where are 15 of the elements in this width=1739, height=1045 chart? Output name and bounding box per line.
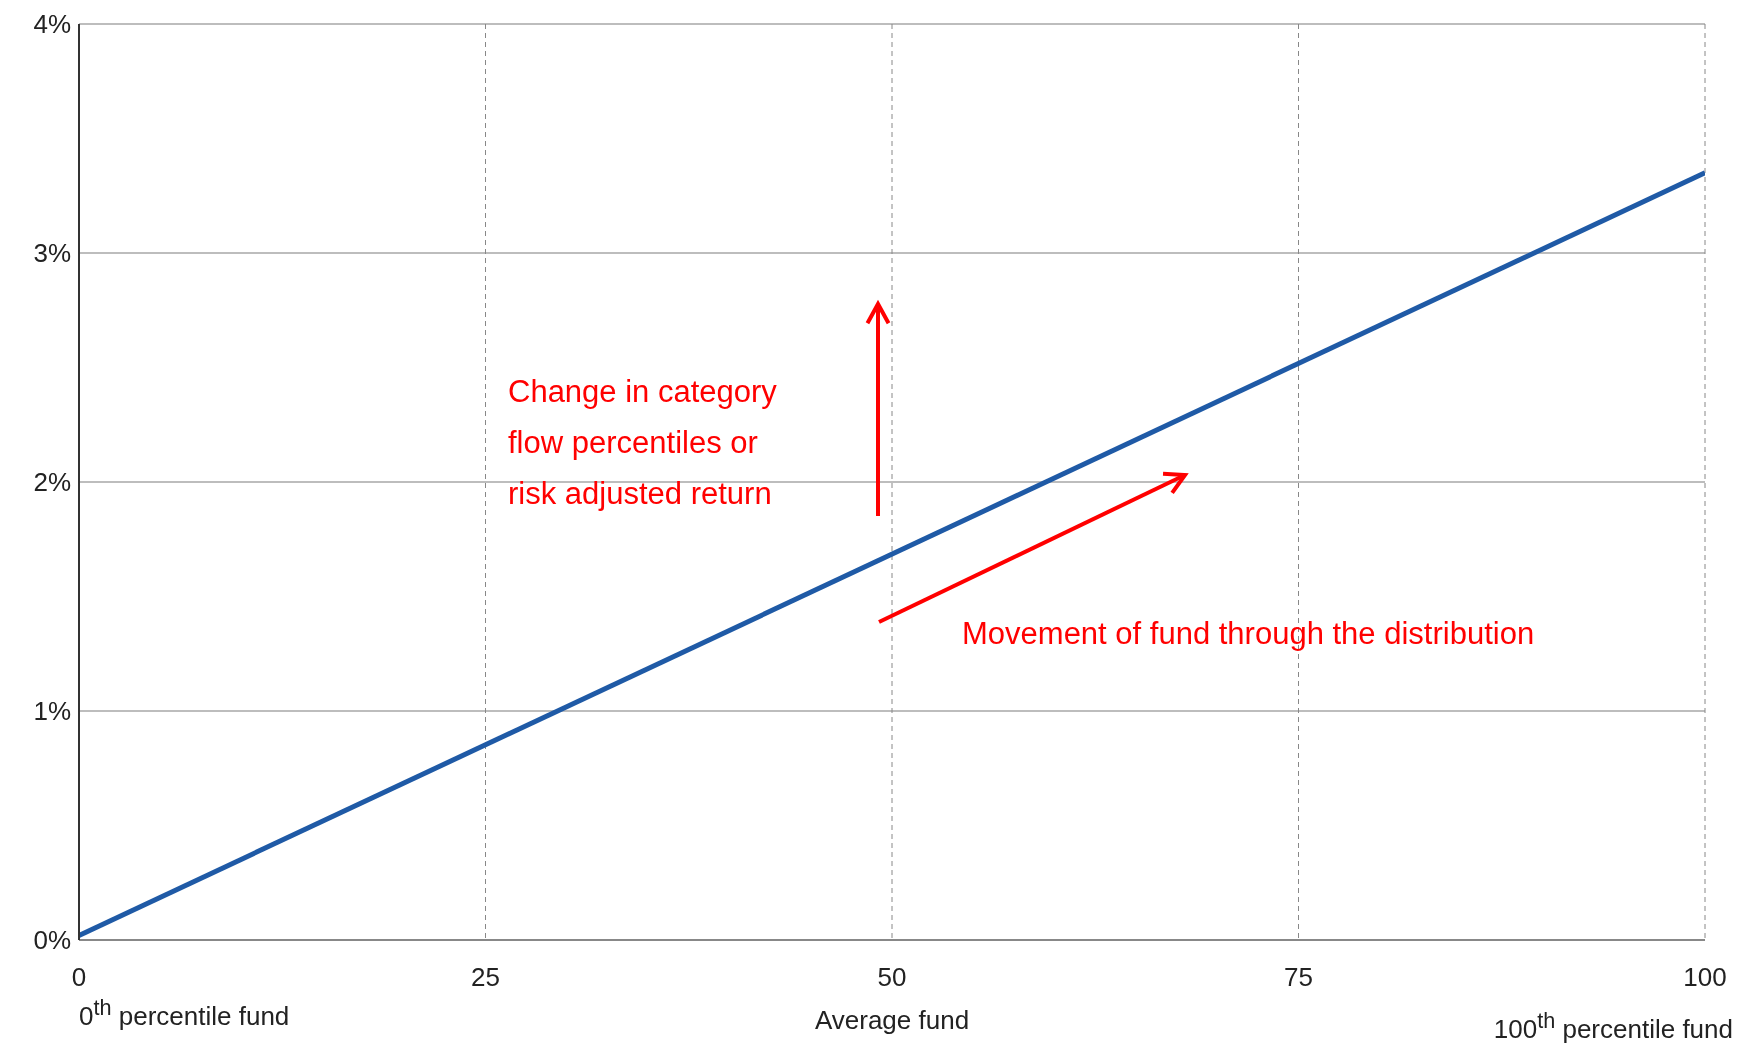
annotation: Movement of fund through the distribution xyxy=(962,616,1535,652)
annotation: Change in category flow percentiles or risk adjusted return xyxy=(508,373,778,513)
text: 0$^{th}$ percentile fund xyxy=(79,995,290,1032)
y-tick-label: 4% xyxy=(33,9,71,40)
y-tick-label: 1% xyxy=(33,696,71,727)
text: Average fund xyxy=(814,1005,970,1036)
y-tick-label: 2% xyxy=(33,467,71,498)
x-tick-label: 25 xyxy=(471,962,500,993)
x-tick-label: 100 xyxy=(1683,962,1727,993)
y-tick-label: 0% xyxy=(33,925,71,956)
x-tick-label: 0 xyxy=(71,962,87,993)
x-tick-label: 50 xyxy=(877,962,907,993)
text: 100$^{th}$ percentile fund xyxy=(1493,1008,1733,1045)
y-tick-label: 3% xyxy=(33,238,71,269)
x-tick-label: 75 xyxy=(1284,962,1313,993)
